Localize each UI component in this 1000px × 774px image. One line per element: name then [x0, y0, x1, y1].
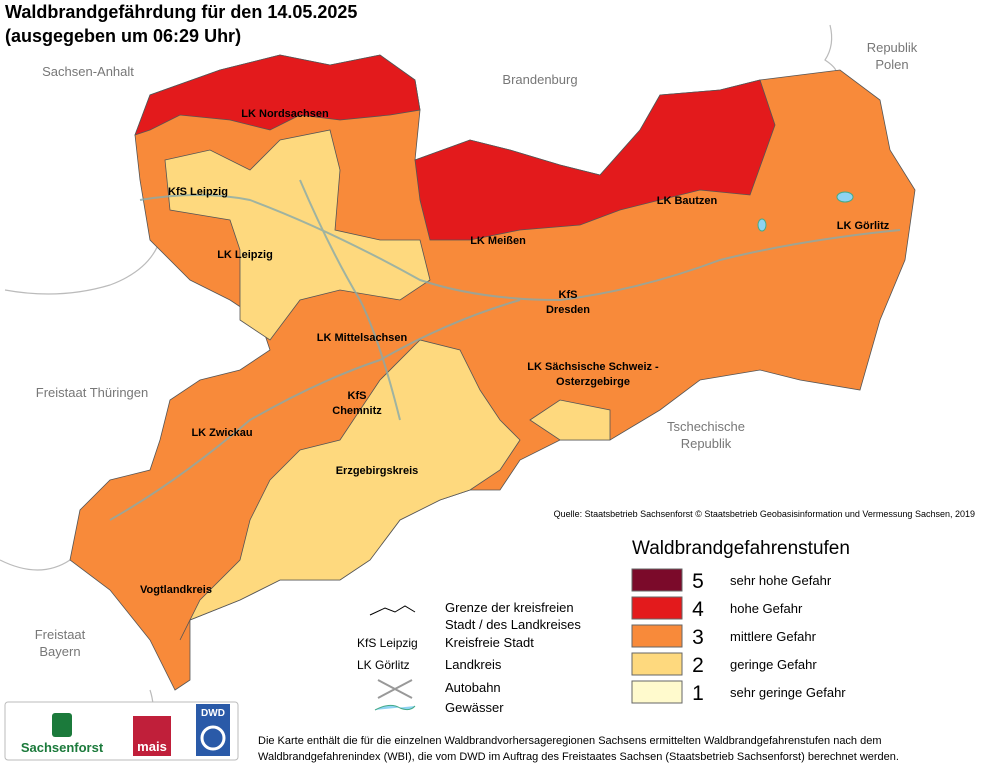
lake [836, 191, 854, 203]
footer: Waldbrandgefahrenindex (WBI), die vom DW… [258, 751, 899, 763]
key-text: Autobahn [445, 680, 501, 695]
region-label: LK Görlitz [837, 220, 890, 232]
neighbor-label: Polen [875, 57, 908, 72]
key-text: Kreisfreie Stadt [445, 635, 534, 650]
key-motorway-icon [377, 679, 413, 699]
logo-icon [133, 716, 171, 756]
legend-label: hohe Gefahr [730, 601, 803, 616]
region-label: LK Sächsische Schweiz - [527, 361, 659, 373]
region-labels: LK Nordsachsen KfS Leipzig LK Leipzig LK Me… [140, 108, 890, 596]
legend-swatch [631, 652, 683, 676]
region-label: Dresden [546, 304, 590, 316]
logo: mais [137, 739, 167, 754]
region-label: Vogtlandkreis [140, 584, 212, 596]
neighbor-labels: Sachsen-Anhalt Brandenburg Republik Polen Fr… [35, 40, 918, 659]
subtitle: (ausgegeben um 06:29 Uhr) [5, 26, 241, 46]
legend-label: geringe Gefahr [730, 657, 817, 672]
roads-rivers [109, 179, 901, 521]
key-text: Grenze der kreisfreien [445, 600, 574, 615]
key-text: Gewässer [445, 700, 504, 715]
neighbor-label: Republik [681, 436, 732, 451]
neighbor-label: Brandenburg [502, 72, 577, 87]
zones [69, 54, 916, 691]
region-label: LK Meißen [470, 235, 526, 247]
legend: 5 sehr hohe Gefahr 4 hohe Gefahr 3 mittlere G… [631, 568, 846, 705]
legend-title: Waldbrandgefahrenstufen [632, 538, 850, 559]
logo: DWD [201, 708, 225, 719]
legend-level: 5 [692, 570, 704, 593]
legend-swatch [631, 568, 683, 592]
legend-level: 3 [692, 626, 704, 649]
legend-level: 1 [692, 682, 704, 705]
legend-label: sehr hohe Gefahr [730, 573, 832, 588]
zone [414, 79, 776, 241]
legend-level: 2 [692, 654, 704, 677]
neighbor-label: Tschechische [667, 419, 745, 434]
region-label: KfS Leipzig [168, 186, 228, 198]
legend-swatch [631, 596, 683, 620]
key-example: LK Görlitz [357, 658, 410, 672]
neighbor-label: Bayern [39, 644, 80, 659]
legend-level: 4 [692, 598, 704, 621]
key-water-icon [374, 704, 416, 711]
key-text: Stadt / des Landkreises [445, 617, 581, 632]
key-example: KfS Leipzig [357, 636, 418, 650]
zone [134, 54, 421, 136]
region-label: LK Zwickau [191, 427, 252, 439]
region-label: LK Bautzen [657, 195, 718, 207]
region-label: Chemnitz [332, 405, 382, 417]
footer: Die Karte enthält die für die einzelnen … [258, 735, 882, 747]
key-text: Landkreis [445, 657, 502, 672]
lake [757, 218, 767, 232]
legend-label: mittlere Gefahr [730, 629, 817, 644]
region-label: LK Nordsachsen [241, 108, 329, 120]
legend-label: sehr geringe Gefahr [730, 685, 846, 700]
zone [164, 129, 431, 341]
region-label: LK Leipzig [217, 249, 273, 261]
legend-swatch [631, 624, 683, 648]
key-border-icon [369, 605, 416, 616]
zone [179, 339, 521, 641]
region-label: Erzgebirgskreis [336, 465, 419, 477]
neighbor-label: Freistaat Thüringen [36, 385, 149, 400]
region-label: Osterzgebirge [556, 376, 630, 388]
zone [529, 399, 611, 441]
logo: Sachsenforst [21, 740, 104, 755]
logo-icon [196, 704, 230, 756]
neighbor-label: Freistaat [35, 627, 86, 642]
region-label: LK Mittelsachsen [317, 332, 408, 344]
legend-swatch [631, 680, 683, 704]
region-label: KfS [348, 390, 367, 402]
logo-icon [200, 725, 226, 751]
logo-icon [52, 713, 72, 737]
neighbor-label: Republik [867, 40, 918, 55]
region-label: KfS [559, 289, 578, 301]
neighbor-label: Sachsen-Anhalt [42, 64, 134, 79]
source: Quelle: Staatsbetrieb Sachsenforst © Sta… [554, 509, 975, 519]
title: Waldbrandgefährdung für den 14.05.2025 [5, 2, 357, 22]
